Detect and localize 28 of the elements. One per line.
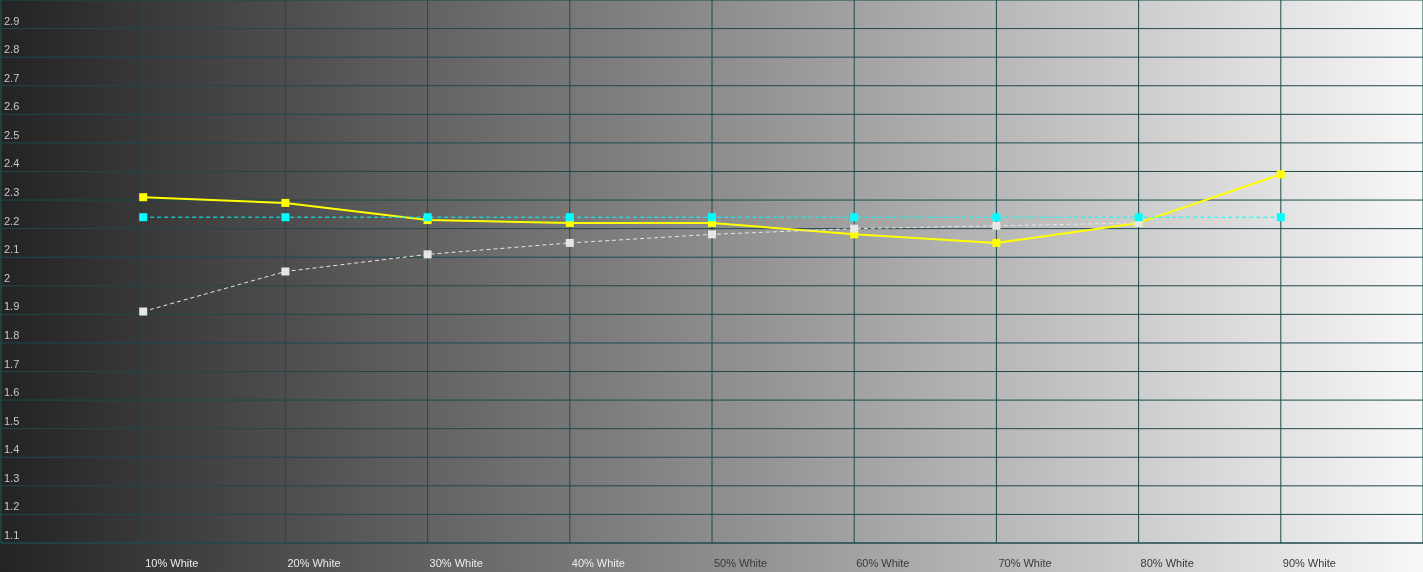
y-tick-label: 1.4: [4, 443, 20, 456]
y-tick-label: 2.9: [4, 14, 20, 27]
y-tick-label: 1.9: [4, 300, 20, 313]
y-tick-label: 2.7: [4, 71, 20, 84]
y-tick-label: 2.3: [4, 186, 20, 199]
x-tick-label: 10% White: [145, 557, 199, 569]
y-tick-label: 1.6: [4, 386, 20, 399]
y-tick-label: 2.6: [4, 100, 20, 113]
x-tick-label: 30% White: [429, 557, 483, 569]
y-tick-label: 2.2: [4, 214, 20, 227]
x-tick-label: 70% White: [998, 557, 1052, 569]
x-tick-label: 60% White: [856, 557, 910, 569]
x-tick-label: 80% White: [1140, 557, 1194, 569]
y-tick-label: 1.1: [4, 529, 20, 541]
y-tick-label: 2.5: [4, 128, 20, 141]
x-tick-label: 40% White: [571, 557, 625, 569]
y-tick-label: 1.2: [4, 500, 20, 513]
y-tick-label: 2.8: [4, 43, 20, 56]
y-tick-label: 1.5: [4, 414, 20, 427]
y-tick-label: 1.7: [4, 357, 20, 370]
y-tick-label: 1.8: [4, 328, 20, 341]
y-tick-label: 2.4: [4, 157, 20, 170]
y-tick-label: 1.3: [4, 471, 20, 484]
x-tick-label: 50% White: [714, 557, 768, 569]
y-tick-label: 2.1: [4, 243, 20, 256]
y-tick-label: 2: [4, 271, 11, 284]
x-tick-label: 20% White: [287, 557, 341, 569]
x-tick-label: 90% White: [1282, 557, 1336, 569]
